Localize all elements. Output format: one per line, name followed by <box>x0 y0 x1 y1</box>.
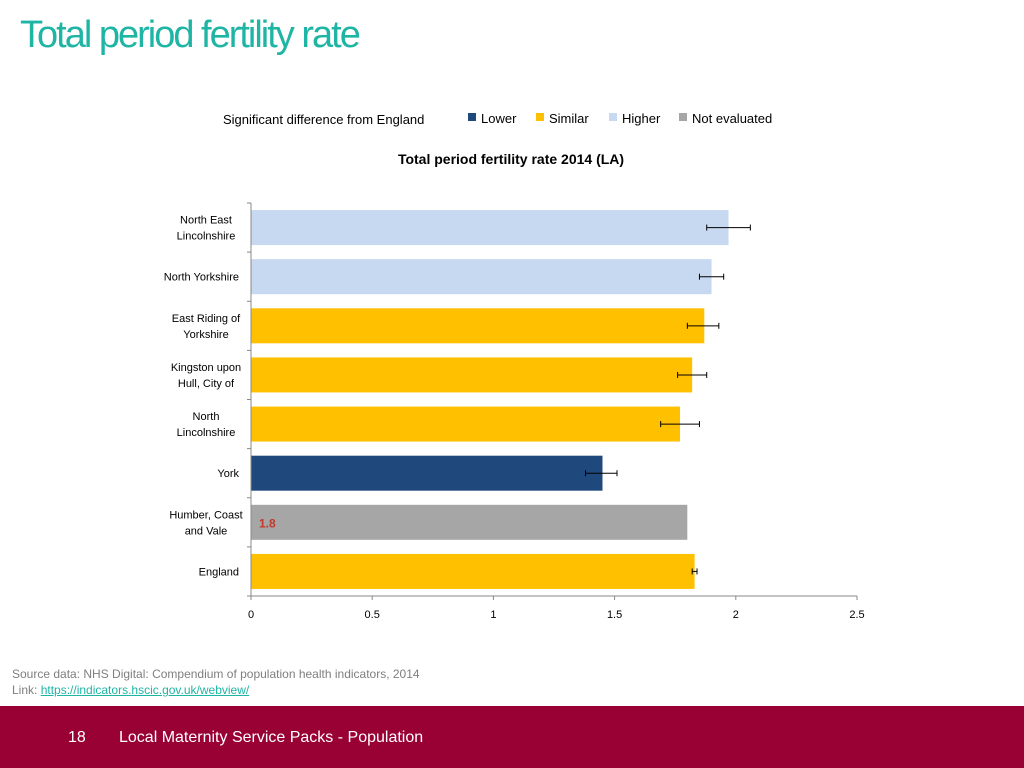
legend-swatch-not_evaluated <box>679 113 687 121</box>
x-tick-label-2: 1 <box>490 609 496 621</box>
category-label-5-0: York <box>217 468 239 480</box>
x-tick-label-0: 0 <box>248 609 254 621</box>
legend-label-higher: Higher <box>622 111 661 126</box>
chart-title: Total period fertility rate 2014 (LA) <box>398 151 624 167</box>
category-label-0-1: Lincolnshire <box>177 231 236 243</box>
x-tick-label-5: 2.5 <box>849 609 864 621</box>
source-link-prefix: Link: <box>12 683 41 697</box>
legend-label-similar: Similar <box>549 111 589 126</box>
category-label-3-0: Kingston upon <box>171 362 241 374</box>
bar-2 <box>251 308 705 344</box>
legend-swatch-similar <box>536 113 544 121</box>
source-note: Source data: NHS Digital: Compendium of … <box>12 666 420 698</box>
bar-3 <box>251 357 693 393</box>
category-label-7-0: England <box>199 566 239 578</box>
bar-4 <box>251 406 681 442</box>
category-label-6-1: and Vale <box>185 525 228 537</box>
bar-7 <box>251 553 695 589</box>
category-label-4-0: North <box>193 411 220 423</box>
bar-0 <box>251 210 729 246</box>
legend-swatch-higher <box>609 113 617 121</box>
category-label-3-1: Hull, City of <box>178 378 235 390</box>
source-link-line: Link: https://indicators.hscic.gov.uk/we… <box>12 682 420 698</box>
bar-1 <box>251 259 712 295</box>
slide-title: Total period fertility rate <box>20 14 361 56</box>
footer-bar: 18 Local Maternity Service Packs - Popul… <box>0 706 1024 768</box>
source-link[interactable]: https://indicators.hscic.gov.uk/webview/ <box>40 683 250 697</box>
bar-5 <box>251 455 603 491</box>
legend-label-lower: Lower <box>481 111 517 126</box>
category-label-1-0: North Yorkshire <box>164 272 239 284</box>
legend-swatch-lower <box>468 113 476 121</box>
legend-title: Significant difference from England <box>223 112 424 127</box>
category-label-2-1: Yorkshire <box>183 329 228 341</box>
bar-6 <box>251 504 688 540</box>
source-text: Source data: NHS Digital: Compendium of … <box>12 667 420 681</box>
category-label-4-1: Lincolnshire <box>177 427 236 439</box>
category-label-6-0: Humber, Coast <box>169 509 242 521</box>
legend-label-not_evaluated: Not evaluated <box>692 111 772 126</box>
x-tick-label-1: 0.5 <box>365 609 380 621</box>
x-tick-label-3: 1.5 <box>607 609 622 621</box>
footer-title: Local Maternity Service Packs - Populati… <box>119 729 424 746</box>
bar-annotation: 1.8 <box>259 516 276 530</box>
fertility-chart: Significant difference from England Lower… <box>164 111 865 621</box>
category-label-0-0: North East <box>180 215 232 227</box>
x-tick-label-4: 2 <box>733 609 739 621</box>
category-label-2-0: East Riding of <box>172 313 241 325</box>
page-number: 18 <box>68 729 86 746</box>
